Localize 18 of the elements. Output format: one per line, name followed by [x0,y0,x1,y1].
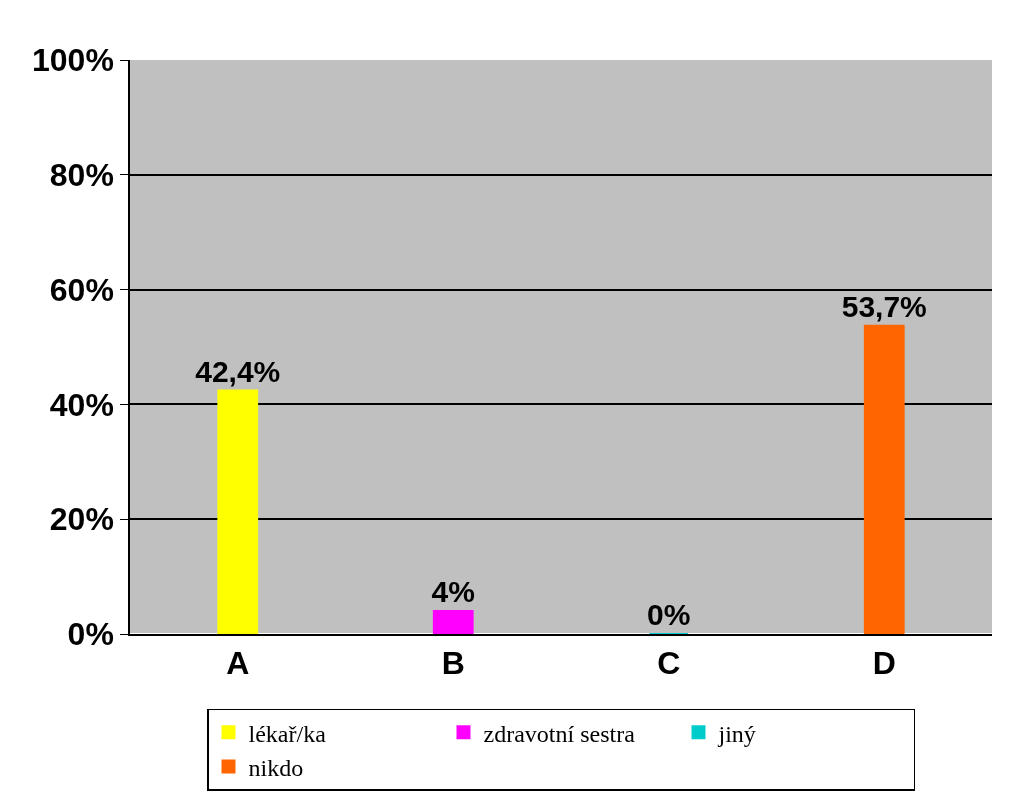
y-tick-label: 100% [32,42,114,79]
data-label: 42,4% [195,354,281,388]
y-tick-label: 60% [49,271,114,308]
data-label: 53,7% [841,289,927,323]
legend-label: lékař/ka [248,720,327,747]
x-tick-label: B [441,645,465,682]
x-tick-label: A [226,645,250,682]
legend-label: nikdo [248,754,304,781]
y-tick-label: 40% [49,386,114,423]
data-label: 0% [647,598,691,631]
y-tick-label: 0% [67,616,114,653]
legend-label: jiný [717,720,756,747]
y-tick-label: 20% [49,501,114,538]
legend-label: zdravotní sestra [483,720,636,747]
y-tick-label: 80% [49,157,114,193]
x-tick-label: C [657,645,681,682]
x-tick-label: D [872,645,896,682]
data-label: 4% [431,575,475,609]
